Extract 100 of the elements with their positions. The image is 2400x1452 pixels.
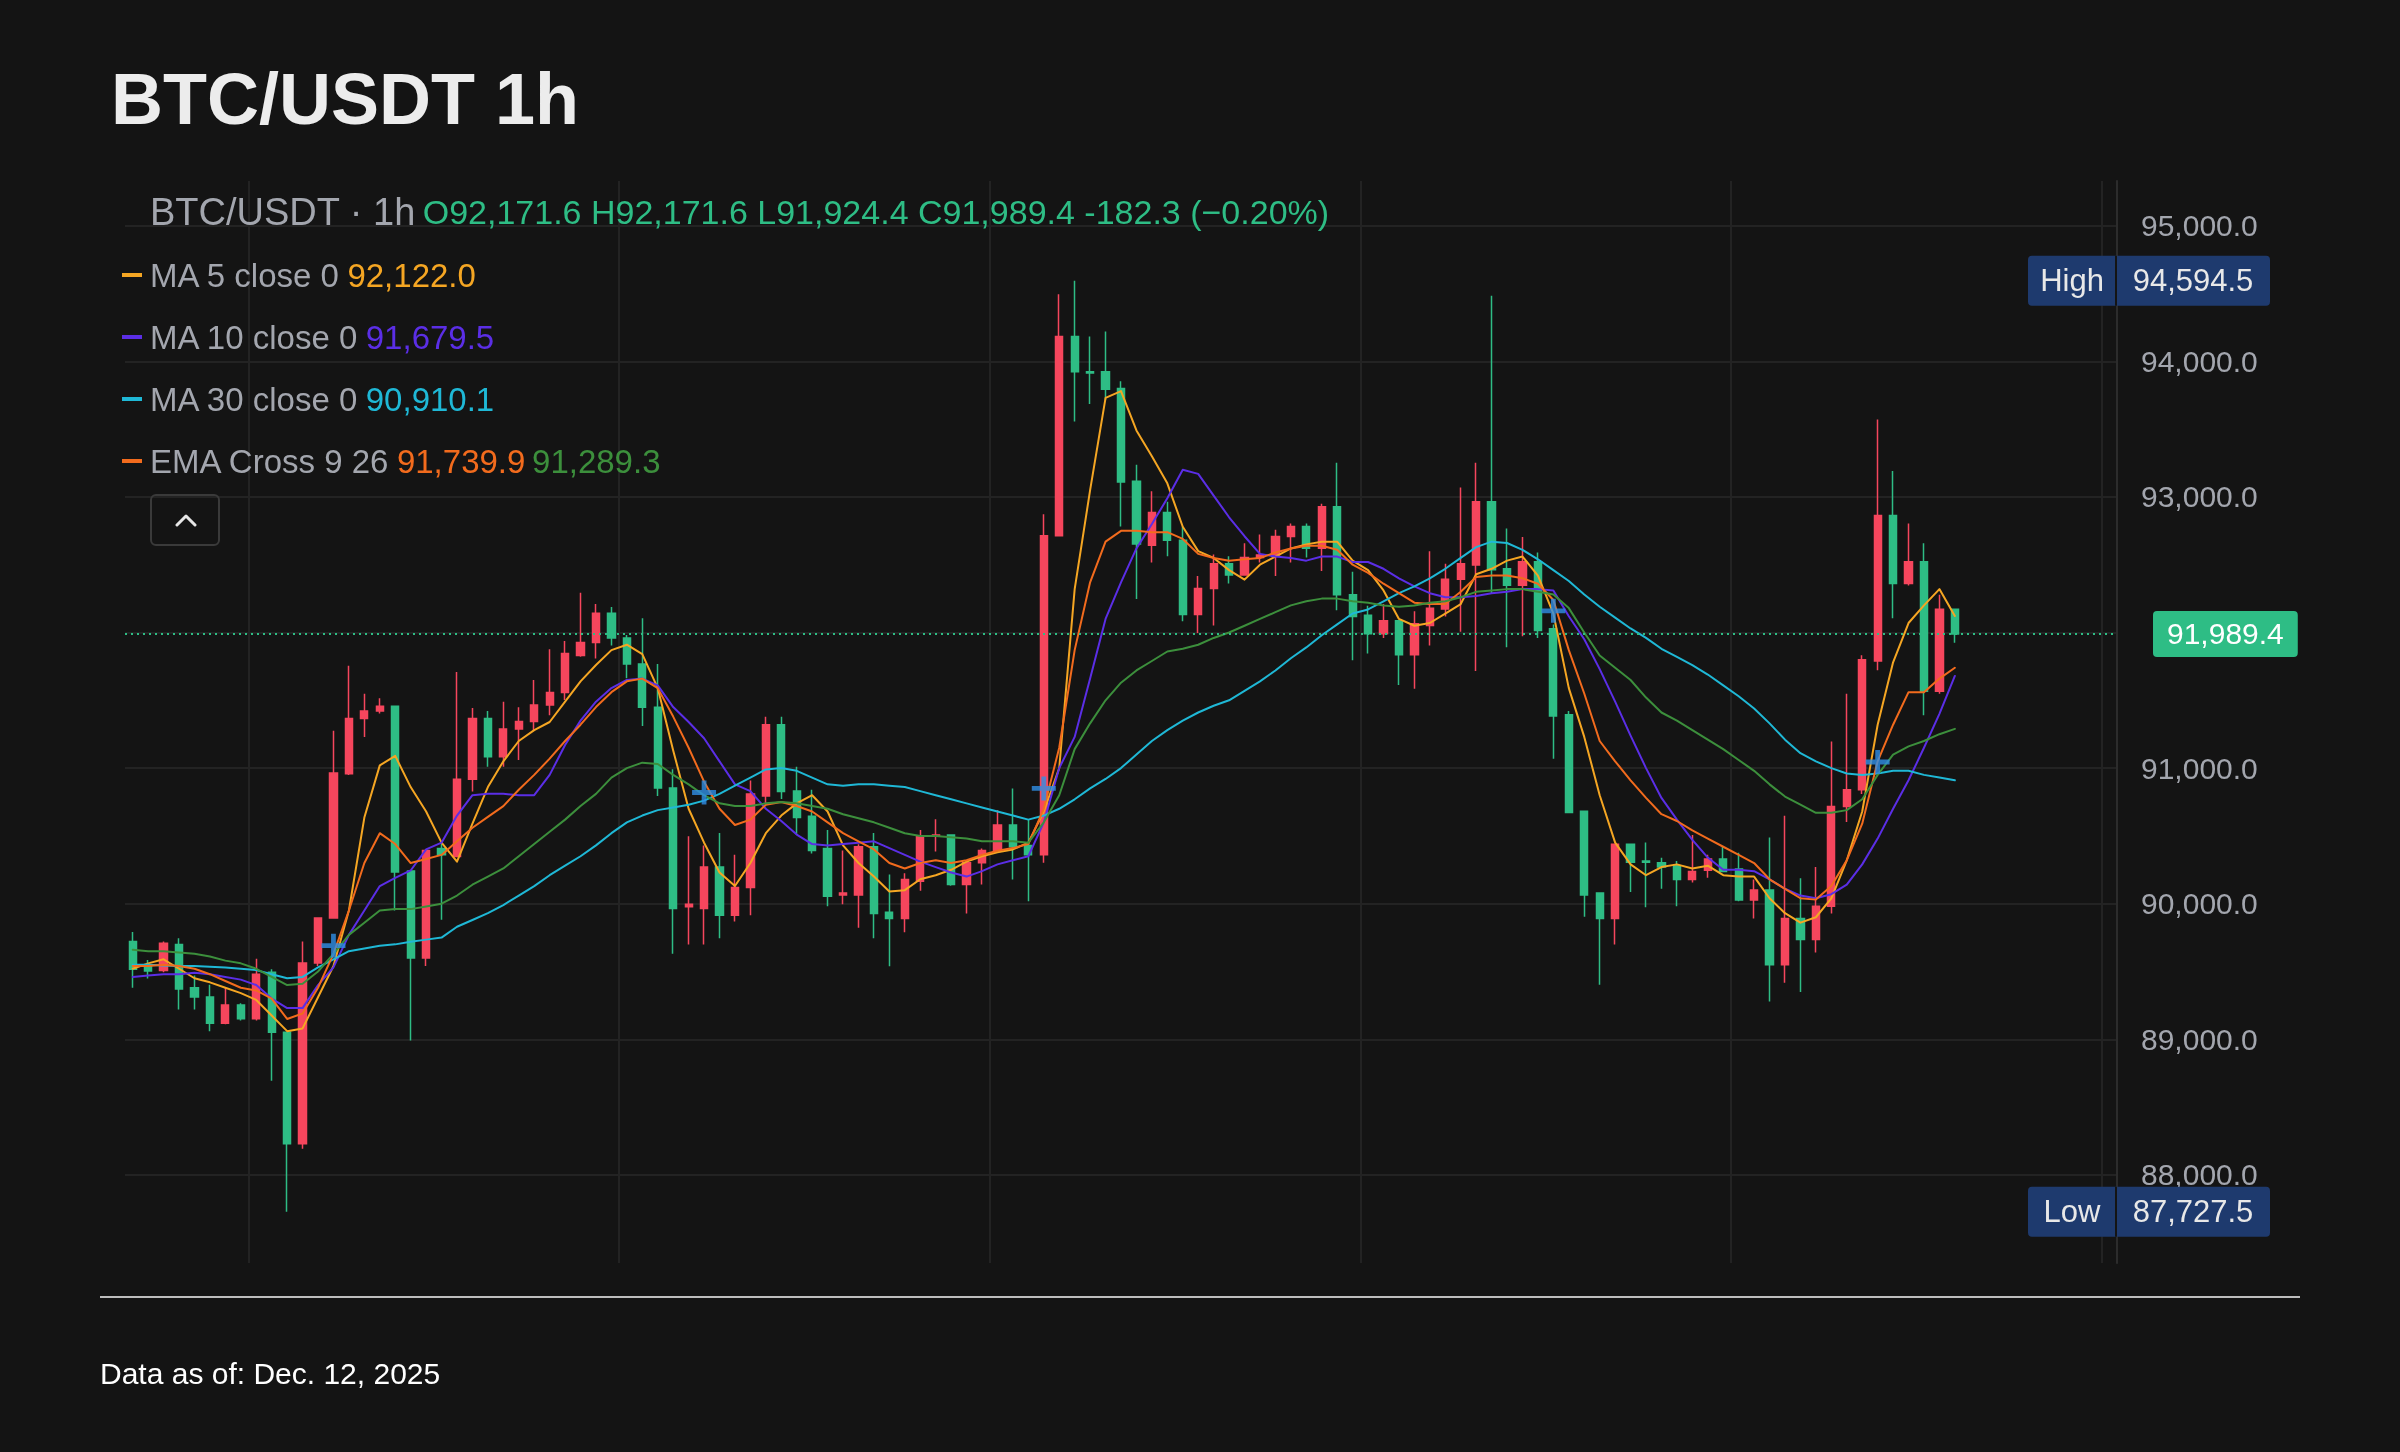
candlestick	[1193, 575, 1203, 634]
candlestick	[684, 835, 694, 946]
candlestick	[1749, 878, 1759, 920]
text: Data as of: Dec. 12, 2025	[100, 1356, 441, 1390]
candlestick	[205, 984, 215, 1032]
candlestick	[1070, 279, 1080, 423]
annotation: 91,739.9	[396, 442, 526, 480]
text: Low 87,727.5	[2043, 1194, 2254, 1230]
y-tick-label: 93,000.0	[2141, 480, 2258, 514]
candlestick	[1764, 836, 1775, 1003]
point	[1865, 750, 1890, 774]
annotation: 91,679.5	[365, 318, 495, 356]
candlestick	[575, 592, 586, 658]
candlestick	[668, 768, 678, 955]
chart-subtitle: BTC/USDT · 1h	[150, 191, 416, 233]
candlestick	[714, 832, 725, 940]
candlestick	[236, 1002, 246, 1022]
candlestick	[776, 715, 786, 800]
candlestick	[1780, 814, 1790, 984]
candlestick	[1903, 522, 1914, 587]
y-tick-label: 88,000.0	[2141, 1158, 2258, 1192]
candlestick	[1934, 593, 1945, 695]
candlestick	[313, 916, 323, 967]
candlestick	[1579, 810, 1589, 918]
candlestick	[1641, 841, 1651, 909]
candlestick	[1595, 892, 1605, 986]
legend-label: EMA Cross 9 26	[150, 442, 389, 480]
candlestick	[1625, 843, 1636, 893]
candlestick	[853, 843, 864, 929]
candlestick	[822, 829, 833, 907]
candlestick	[838, 849, 848, 905]
candlestick	[514, 706, 524, 761]
y-tick-label: 89,000.0	[2141, 1022, 2258, 1056]
candlestick	[1687, 834, 1697, 884]
candlestick	[653, 663, 663, 797]
candlestick	[1425, 550, 1435, 647]
candlestick	[282, 1031, 292, 1213]
candlestick	[483, 710, 493, 768]
candlestick	[529, 679, 539, 732]
candlestick	[1209, 553, 1219, 627]
candlestick	[1610, 843, 1620, 946]
candlestick	[1517, 536, 1528, 637]
candlestick	[328, 730, 339, 920]
candlestick	[452, 671, 462, 858]
candlestick	[1842, 693, 1852, 823]
legend-label: MA 10 close 0	[150, 318, 358, 356]
candlestick	[1378, 603, 1389, 639]
candlestick	[1116, 380, 1126, 528]
candlestick	[359, 693, 369, 738]
candlestick	[1162, 501, 1172, 558]
candlestick	[1409, 610, 1420, 690]
candlestick	[436, 841, 447, 921]
annotation: 91,289.3	[532, 442, 661, 480]
annotation: 92,122.0	[347, 256, 476, 294]
candlestick	[189, 974, 200, 1011]
point	[1031, 776, 1056, 801]
point	[1541, 598, 1566, 623]
candlestick	[467, 707, 478, 793]
candlestick	[1564, 710, 1574, 814]
y-tick-label: 95,000.0	[2141, 209, 2258, 243]
candlestick	[498, 701, 508, 768]
y-tick-label: 94,000.0	[2141, 344, 2258, 378]
candlestick	[1471, 462, 1481, 672]
candlestick	[1795, 877, 1806, 993]
candlestick	[1054, 293, 1064, 537]
y-tick-label: 91,000.0	[2141, 751, 2258, 785]
text: High 94,594.5	[2040, 263, 2254, 299]
candlestick	[1456, 486, 1466, 633]
candlestick	[884, 873, 894, 967]
candlestick	[699, 844, 709, 946]
candlestick	[1085, 335, 1095, 405]
point	[321, 933, 346, 958]
legend-label: MA 30 close 0	[150, 380, 358, 418]
annotation: 90,910.1	[365, 380, 495, 418]
candlestick	[545, 648, 555, 717]
ref-line-label: 91,989.4	[2167, 617, 2284, 651]
legend-label: MA 5 close 0	[150, 256, 339, 294]
candlestick	[344, 665, 354, 776]
candlestick	[730, 853, 740, 923]
candlestick	[591, 603, 601, 660]
candlestick	[375, 697, 385, 715]
candlestick	[560, 640, 570, 701]
candlestick	[1672, 860, 1682, 907]
candlestick	[1286, 522, 1296, 564]
candlestick	[1888, 470, 1898, 620]
annotation: O92,171.6 H92,171.6 L91,924.4 C91,989.4 -182.3 (−0.20%)	[422, 193, 1330, 231]
chart-title: BTC/USDT 1h	[111, 59, 579, 139]
candlestick	[622, 634, 632, 680]
candlestick	[1178, 525, 1188, 623]
candlestick	[1008, 787, 1018, 881]
candlestick	[1857, 654, 1867, 795]
point	[692, 780, 717, 805]
candlestick	[900, 872, 910, 933]
candlestick	[406, 870, 416, 1042]
candlestick	[1486, 294, 1497, 595]
candlestick	[1131, 463, 1142, 600]
candlestick	[220, 987, 230, 1026]
y-tick-label: 90,000.0	[2141, 887, 2258, 921]
candlestick	[1873, 418, 1883, 671]
candlestick	[1811, 866, 1821, 954]
